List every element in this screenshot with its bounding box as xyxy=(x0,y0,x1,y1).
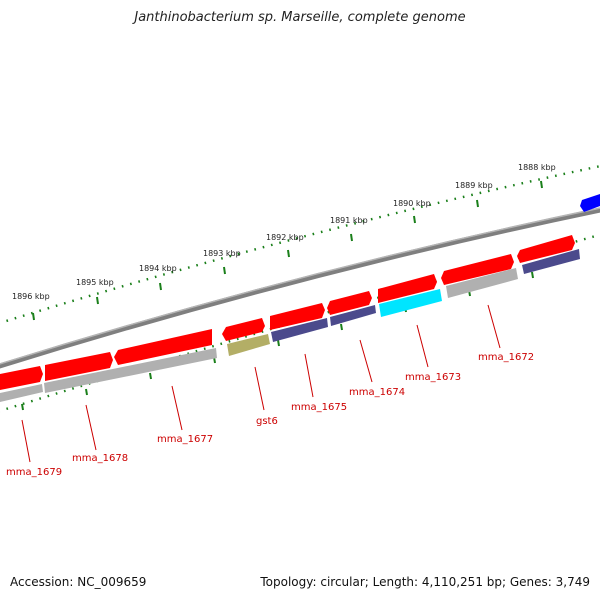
leader-line xyxy=(171,385,183,431)
major-tick xyxy=(159,282,162,291)
genome-backbone-highlight xyxy=(0,207,600,365)
major-tick xyxy=(413,215,416,224)
kbp-label: 1896 kbp xyxy=(12,292,50,301)
major-tick xyxy=(32,312,35,321)
cds-mma-1679 xyxy=(0,366,43,390)
accession-text: Accession: NC_009659 xyxy=(10,575,147,589)
kbp-label: 1894 kbp xyxy=(139,264,177,273)
major-tick xyxy=(350,233,353,242)
cds-mma-1673 xyxy=(378,274,437,303)
tick-dots xyxy=(0,164,600,325)
major-tick xyxy=(287,249,290,258)
inner-tick xyxy=(85,388,88,396)
cds-mma-1674 xyxy=(327,291,372,315)
gene-labels: mma_1679 mma_1678 mma_1677 gst6 mma_1675… xyxy=(6,352,534,478)
kbp-scale: 1896 kbp 1895 kbp 1894 kbp 1893 kbp 1892… xyxy=(12,163,556,321)
gene-label: mma_1675 xyxy=(291,402,347,413)
gene-label: mma_1678 xyxy=(72,453,128,464)
category-block-navy xyxy=(330,305,376,326)
cds-mma-1672 xyxy=(441,254,514,285)
cds-mma-1675 xyxy=(270,303,325,330)
cds-mma-1678 xyxy=(45,352,113,381)
label-leaders xyxy=(21,304,501,463)
category-block-olive xyxy=(227,334,270,356)
inner-tick xyxy=(340,323,343,331)
kbp-label: 1890 kbp xyxy=(393,199,431,208)
kbp-label: 1891 kbp xyxy=(330,216,368,225)
map-title: Janthinobacterium sp. Marseille, complet… xyxy=(134,10,466,25)
inner-tick xyxy=(531,271,534,279)
kbp-label: 1888 kbp xyxy=(518,163,556,172)
gene-label: gst6 xyxy=(256,416,278,427)
gene-label: mma_1679 xyxy=(6,467,62,478)
kbp-label: 1895 kbp xyxy=(76,278,114,287)
kbp-label: 1893 kbp xyxy=(203,249,241,258)
genome-backbone xyxy=(0,207,600,369)
leader-line xyxy=(487,304,501,349)
gene-label: mma_1674 xyxy=(349,387,405,398)
leader-line xyxy=(254,366,265,411)
gene-label: mma_1677 xyxy=(157,434,213,445)
cds-mma-1677 xyxy=(114,329,212,365)
category-track xyxy=(0,249,580,402)
leader-line xyxy=(416,324,429,368)
genome-stats-text: Topology: circular; Length: 4,110,251 bp… xyxy=(260,575,590,589)
major-tick xyxy=(540,180,543,189)
leader-line xyxy=(85,404,97,451)
cds-mma-1671 xyxy=(517,235,575,263)
leader-line xyxy=(304,353,314,398)
inner-tick xyxy=(277,339,280,347)
gene-label: mma_1672 xyxy=(478,352,534,363)
kbp-label: 1889 kbp xyxy=(455,181,493,190)
kbp-label: 1892 kbp xyxy=(266,233,304,242)
leader-line xyxy=(359,339,373,383)
shadow-block xyxy=(446,268,518,298)
inner-tick xyxy=(21,403,24,411)
cds-gst6 xyxy=(222,318,265,341)
forward-cds xyxy=(0,194,600,390)
shadow-block xyxy=(44,348,217,393)
major-tick xyxy=(476,199,479,208)
shadow-block xyxy=(0,384,43,402)
category-block-cyan xyxy=(379,289,442,317)
category-block-navy xyxy=(271,318,328,342)
category-block-navy xyxy=(522,249,580,274)
inner-tick xyxy=(149,372,152,380)
leader-line xyxy=(21,419,31,463)
gene-label: mma_1673 xyxy=(405,372,461,383)
tick-track xyxy=(0,164,600,413)
blue-feature xyxy=(580,194,600,212)
major-tick xyxy=(96,296,99,305)
major-tick xyxy=(223,266,226,275)
